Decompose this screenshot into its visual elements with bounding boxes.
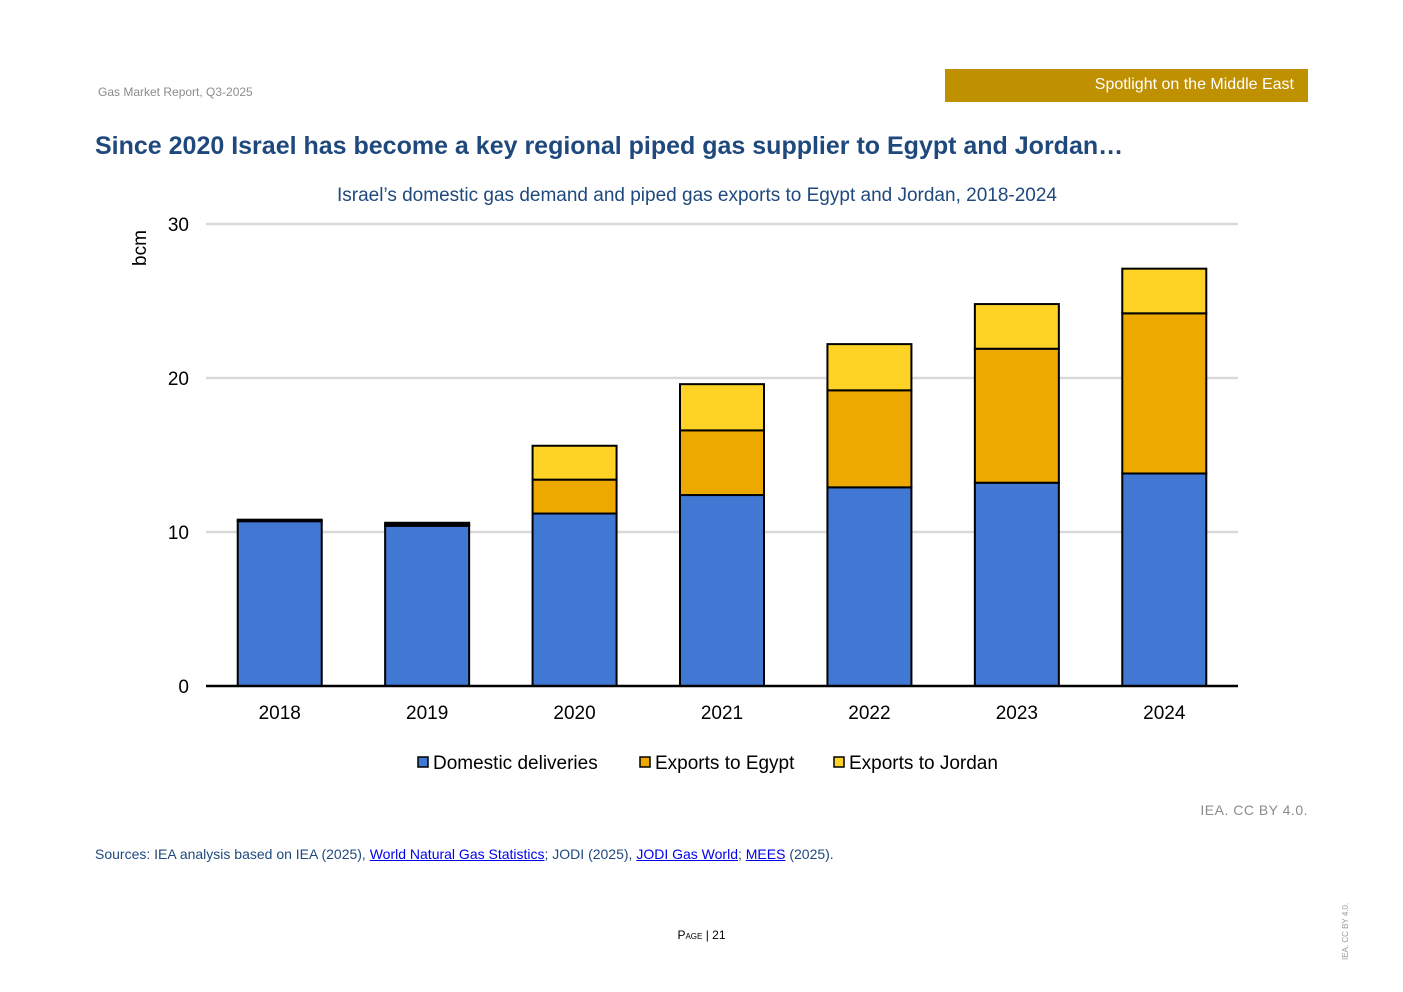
legend-label: Exports to Jordan [849, 753, 998, 774]
legend-swatch [833, 756, 845, 768]
page-separator: | [702, 928, 713, 942]
bar-segment [679, 429, 765, 497]
y-tick-label: 10 [168, 523, 189, 544]
bar-segment [236, 520, 323, 687]
page-number: Page | 21 [0, 928, 1403, 942]
bar-segment [1121, 472, 1208, 688]
bar-segment [236, 518, 323, 523]
sources-prefix: Sources: IEA analysis based on IEA (2025… [95, 846, 370, 862]
stacked-bar-chart: 0 10 20 30 bcm 2018 2019 2020 2021 2022 2023 2024 Do… [130, 215, 1238, 774]
link-mees[interactable]: MEES [745, 846, 786, 862]
legend-label: Domestic deliveries [433, 753, 598, 774]
bar-segment [973, 347, 1060, 484]
link-world-natural-gas-statistics[interactable]: World Natural Gas Statistics [369, 846, 545, 862]
x-tick-label: 2024 [1143, 703, 1186, 724]
page-number-value: 21 [712, 928, 726, 942]
section-banner: Spotlight on the Middle East [945, 69, 1308, 102]
bar-segment [679, 383, 765, 432]
legend-swatch [639, 756, 651, 768]
x-tick-label: 2019 [406, 703, 448, 724]
link-jodi-gas-world[interactable]: JODI Gas World [636, 846, 738, 862]
bar-segment [531, 512, 618, 688]
x-tick-label: 2020 [553, 703, 595, 724]
bar-segment [531, 444, 618, 481]
y-tick-label: 30 [168, 215, 189, 236]
bar-segment [1121, 312, 1208, 475]
x-tick-label: 2018 [259, 703, 301, 724]
report-name: Gas Market Report, Q3-2025 [98, 85, 253, 99]
chart-credit: IEA. CC BY 4.0. [1200, 802, 1308, 818]
bar-segment [973, 481, 1060, 687]
bar-segment [826, 343, 913, 392]
page-title: Since 2020 Israel has become a key regio… [95, 132, 1124, 160]
legend-swatch [417, 756, 429, 768]
y-tick-label: 0 [178, 677, 189, 698]
bar-segment [531, 478, 618, 515]
page-label: Page [677, 928, 703, 942]
y-tick-label: 20 [168, 369, 189, 390]
bar-segment [384, 524, 471, 688]
sources-mid2: ; [737, 846, 746, 862]
sources-suffix: (2025). [785, 846, 834, 862]
x-tick-label: 2023 [996, 703, 1038, 724]
legend-label: Exports to Egypt [655, 753, 795, 774]
chart-title: Israel’s domestic gas demand and piped g… [336, 185, 1057, 206]
bar-segment [1121, 267, 1208, 315]
x-tick-label: 2021 [701, 703, 743, 724]
bar-segment [679, 494, 765, 688]
y-axis-label: bcm [130, 230, 151, 266]
bar-segment [826, 389, 913, 489]
bar-segment [384, 521, 471, 526]
side-credit: IEA. CC BY 4.0. [1341, 902, 1350, 960]
sources-note: Sources: IEA analysis based on IEA (2025… [95, 846, 834, 862]
x-tick-label: 2022 [848, 703, 890, 724]
sources-mid1: ; JODI (2025), [544, 846, 637, 862]
bar-segment [826, 486, 913, 687]
bar-segment [973, 303, 1060, 350]
